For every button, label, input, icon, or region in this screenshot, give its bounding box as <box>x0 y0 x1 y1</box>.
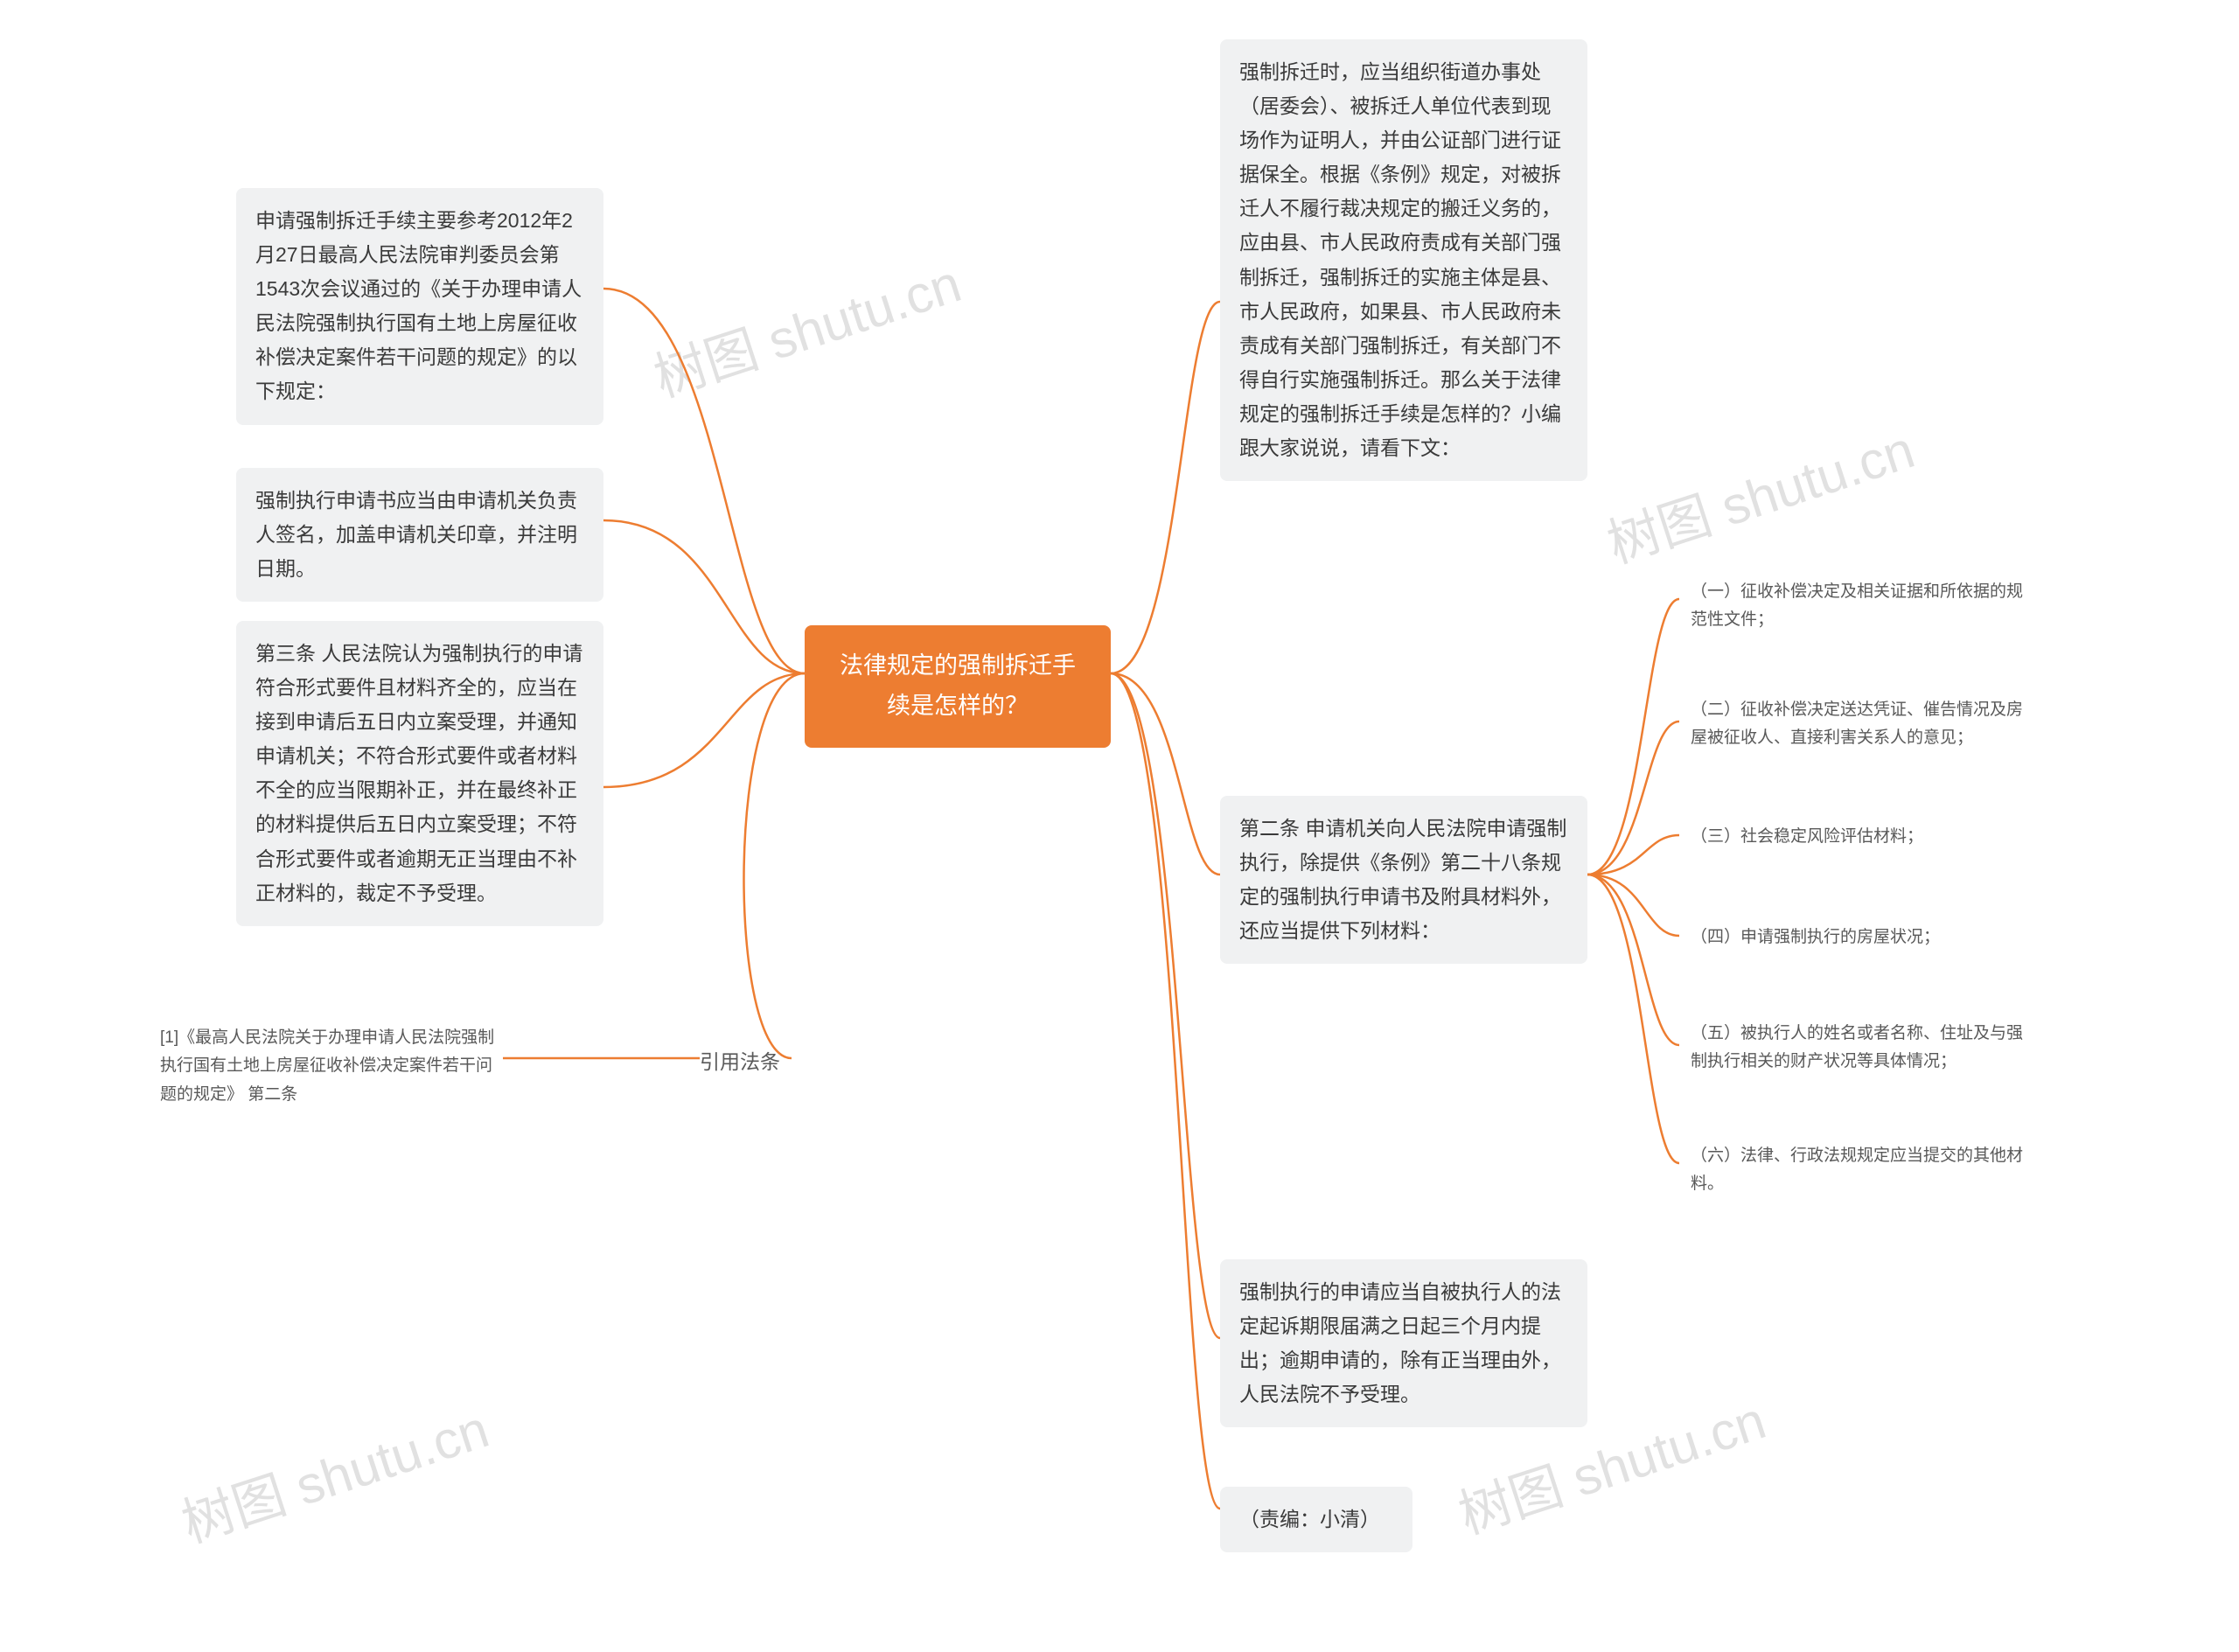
watermark: 树图 shutu.cn <box>1596 408 1922 578</box>
left-node-3: 第三条 人民法院认为强制执行的申请符合形式要件且材料齐全的，应当在接到申请后五日… <box>236 621 603 926</box>
right-node-4: （责编：小清） <box>1220 1487 1412 1552</box>
sub-node-2: （二）征收补偿决定送达凭证、催告情况及房屋被征收人、直接利害关系人的意见； <box>1684 691 2033 758</box>
watermark: 树图 shutu.cn <box>171 1387 497 1558</box>
right-node-2: 第二条 申请机关向人民法院申请强制执行，除提供《条例》第二十八条规定的强制执行申… <box>1220 796 1587 964</box>
cite-text: [1]《最高人民法院关于办理申请人民法院强制执行国有土地上房屋征收补偿决定案件若… <box>153 1019 503 1114</box>
sub-node-6: （六）法律、行政法规规定应当提交的其他材料。 <box>1684 1137 2033 1204</box>
left-node-1: 申请强制拆迁手续主要参考2012年2月27日最高人民法院审判委员会第1543次会… <box>236 188 603 425</box>
right-node-1: 强制拆迁时，应当组织街道办事处（居委会）、被拆迁人单位代表到现场作为证明人，并由… <box>1220 39 1587 481</box>
right-node-3: 强制执行的申请应当自被执行人的法定起诉期限届满之日起三个月内提出；逾期申请的，除… <box>1220 1259 1587 1427</box>
sub-node-1: （一）征收补偿决定及相关证据和所依据的规范性文件； <box>1684 573 2033 640</box>
cite-label: 引用法条 <box>700 1045 780 1075</box>
watermark: 树图 shutu.cn <box>643 241 969 412</box>
sub-node-3: （三）社会稳定风险评估材料； <box>1684 818 2033 856</box>
center-node: 法律规定的强制拆迁手续是怎样的？ <box>805 625 1111 748</box>
left-node-2: 强制执行申请书应当由申请机关负责人签名，加盖申请机关印章，并注明日期。 <box>236 468 603 602</box>
sub-node-5: （五）被执行人的姓名或者名称、住址及与强制执行相关的财产状况等具体情况； <box>1684 1014 2033 1082</box>
sub-node-4: （四）申请强制执行的房屋状况； <box>1684 918 2033 957</box>
